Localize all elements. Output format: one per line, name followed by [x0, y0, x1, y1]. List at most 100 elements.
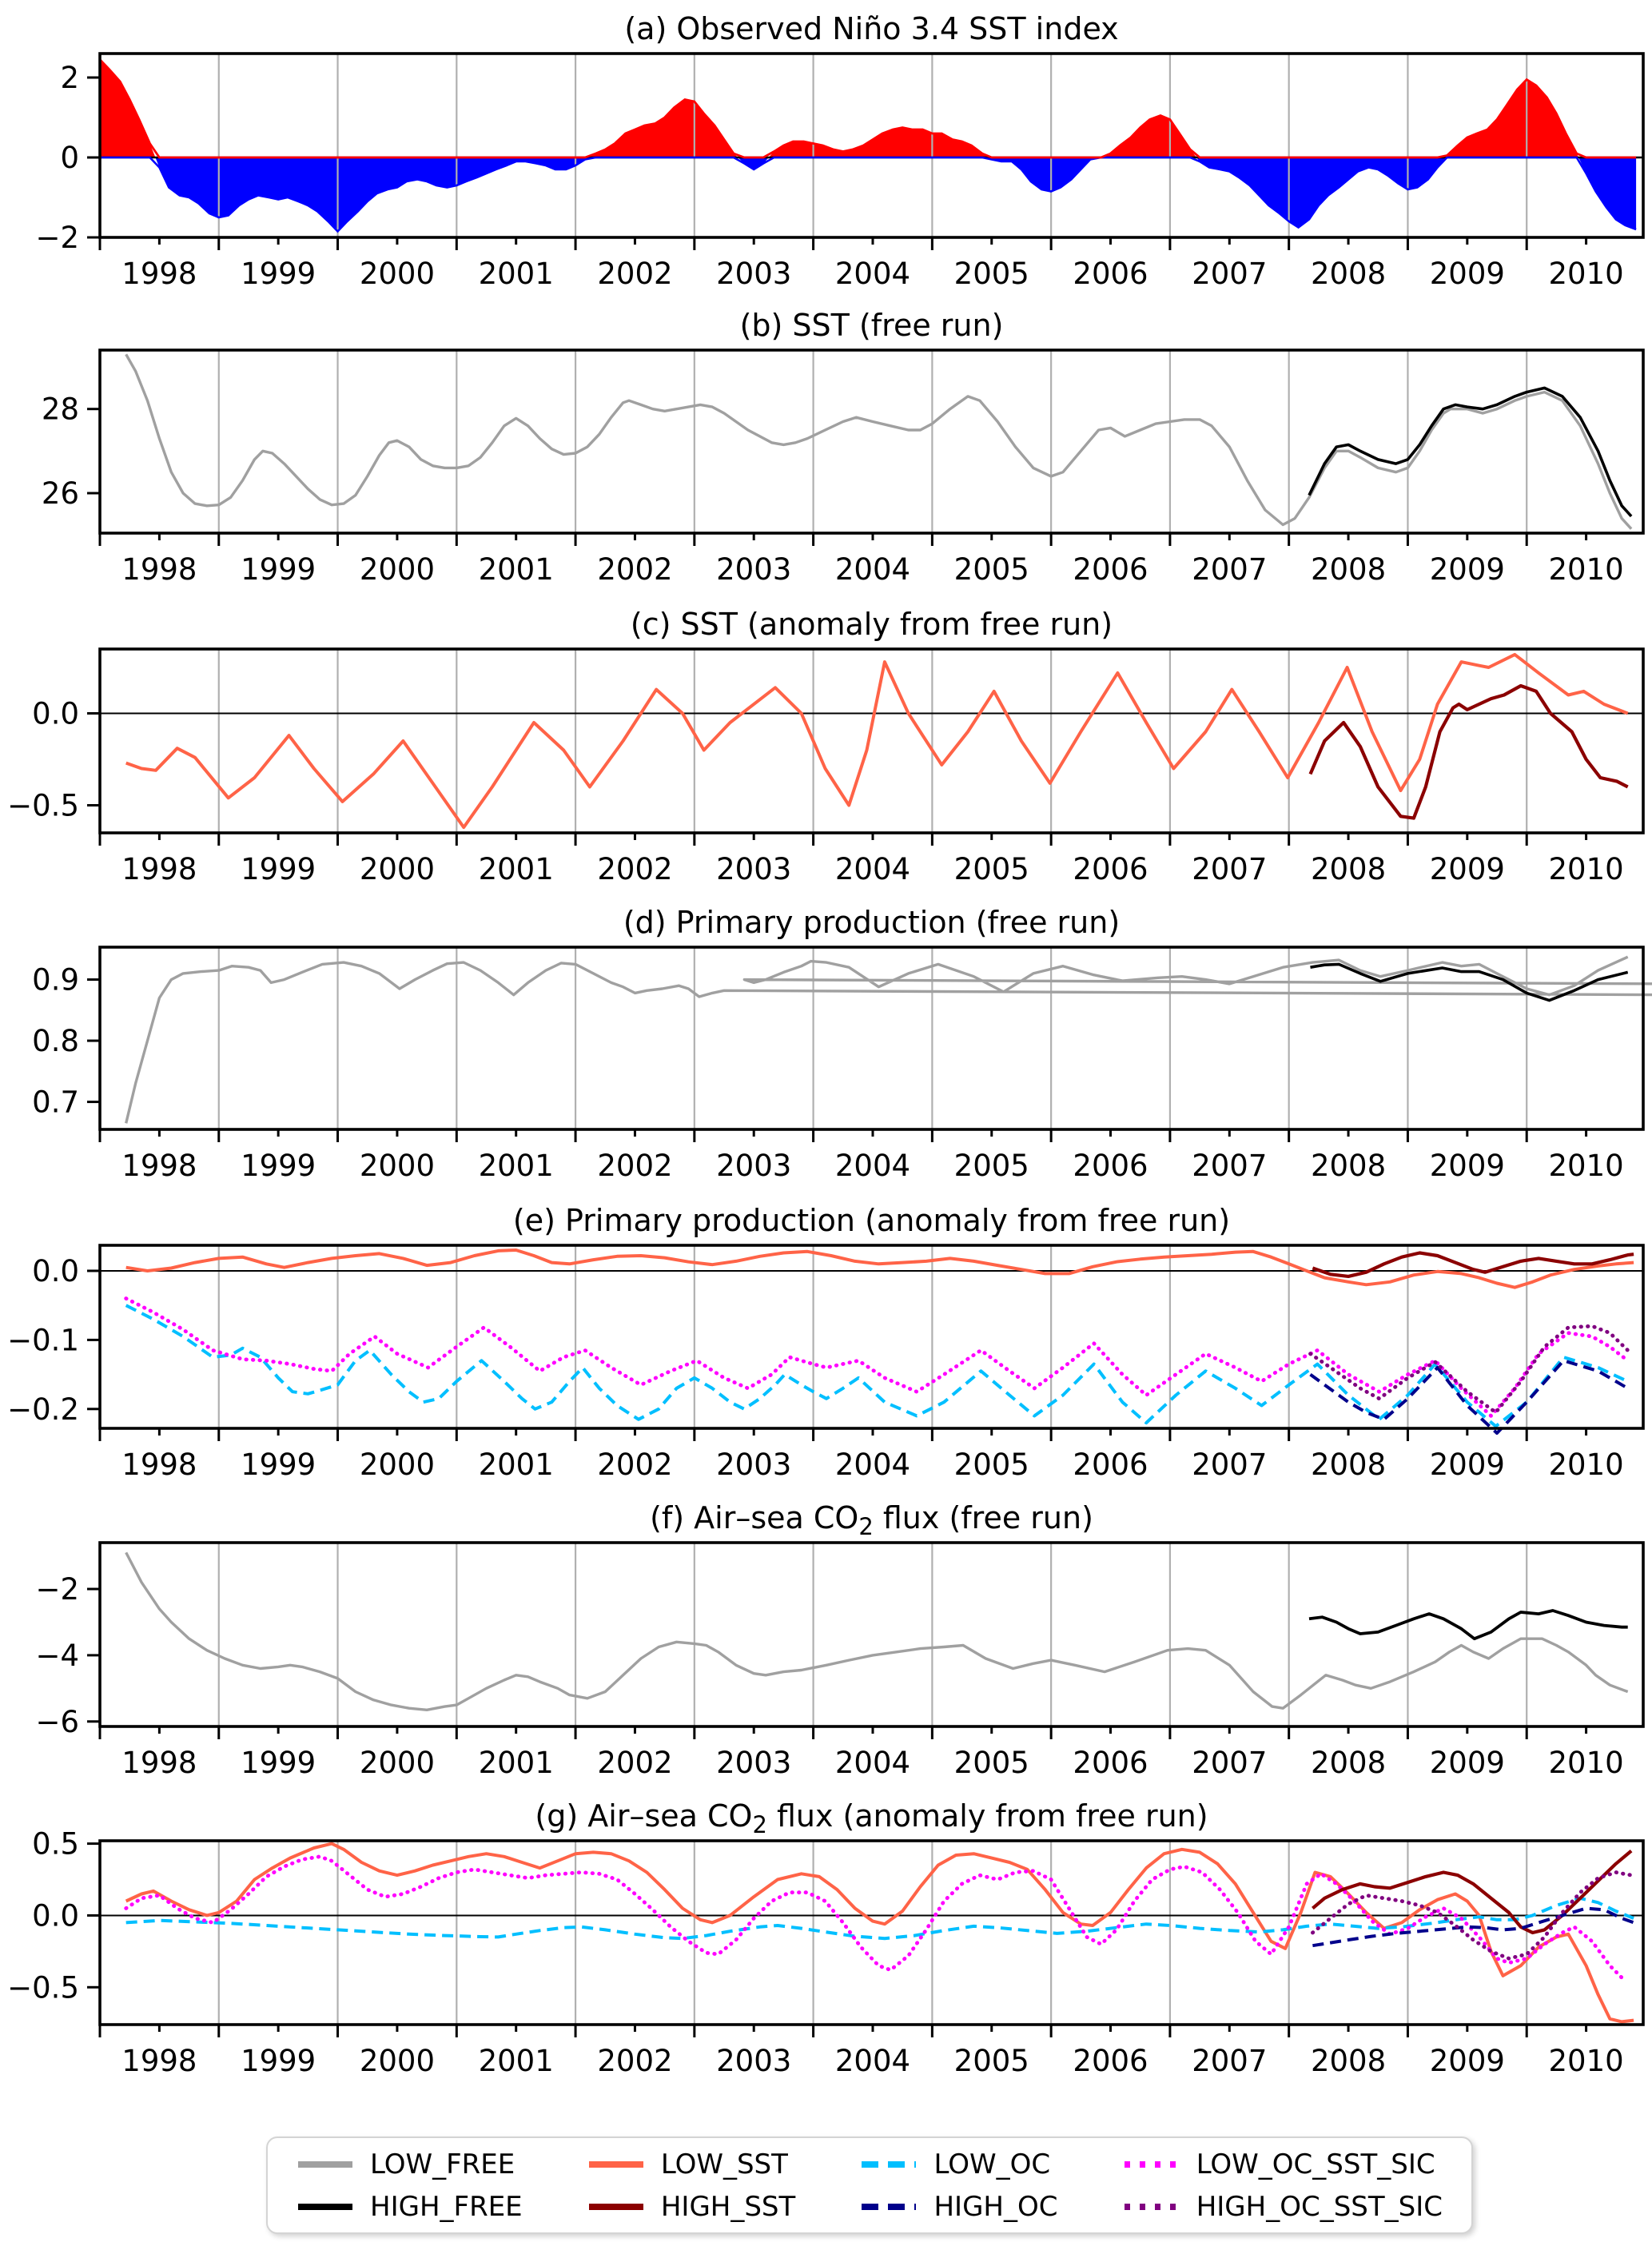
axes-frame-panel-g — [98, 1839, 1645, 2026]
x-tick-label-a-2008: 2008 — [1311, 257, 1386, 291]
gridlines-panel-g — [98, 1841, 1528, 2025]
x-tick-label-f-2000: 2000 — [360, 1746, 435, 1780]
x-tick-label-e-2004: 2004 — [835, 1448, 910, 1482]
x-axis-panel-f: 1998 1999 2000 2001 2002 2003 2004 2005 2006 2007… — [98, 1726, 1624, 1780]
x-tick-label-c-1998: 1998 — [121, 852, 197, 886]
x-tick-label-d-2009: 2009 — [1430, 1149, 1505, 1183]
x-tick-label-f-2009: 2009 — [1430, 1746, 1505, 1780]
x-axis-panel-b: 1998 1999 2000 2001 2002 2003 2004 2005 2006 2007… — [98, 533, 1624, 587]
x-tick-label-b-2007: 2007 — [1192, 552, 1267, 587]
legend-item-low-oc: LOW_OC — [860, 2148, 1057, 2180]
series-LOW_FREE-panel-b — [125, 353, 1633, 530]
series-LOW_OC_SST_SIC-panel-e — [124, 1296, 1630, 1418]
x-tick-label-d-2000: 2000 — [360, 1149, 435, 1183]
legend-sample-high-sst-line — [588, 2203, 643, 2210]
legend-label-low-oc: LOW_OC — [933, 2148, 1051, 2180]
gridlines-panel-a — [98, 54, 1528, 237]
y-tick-label-b-26: 26 — [42, 476, 79, 511]
series-HIGH_SST-panel-c — [1308, 683, 1629, 820]
x-tick-label-e-2002: 2002 — [597, 1448, 672, 1482]
x-tick-label-e-2000: 2000 — [360, 1448, 435, 1482]
panel-b-title: (b) SST (free run) — [740, 308, 1004, 343]
x-tick-label-b-2001: 2001 — [479, 552, 554, 587]
x-tick-label-b-2000: 2000 — [360, 552, 435, 587]
x-tick-label-b-2008: 2008 — [1311, 552, 1386, 587]
x-axis-panel-d: 1998 1999 2000 2001 2002 2003 2004 2005 2006 2007… — [98, 1129, 1624, 1183]
legend-box: LOW_FREE HIGH_FREE LOW_SST HIGH_SST LOW_… — [266, 2137, 1473, 2234]
series-HIGH_OC_SST_SIC-panel-e — [1308, 1324, 1630, 1415]
legend-sample-high-oc-line — [862, 2203, 917, 2210]
panel-f-title: (f) Air–sea CO2 flux (free run) — [650, 1500, 1093, 1540]
x-tick-label-f-2010: 2010 — [1549, 1746, 1624, 1780]
x-tick-label-f-2004: 2004 — [835, 1746, 910, 1780]
x-tick-label-a-2002: 2002 — [597, 257, 672, 291]
nino34-positive-edge — [98, 58, 1637, 159]
series-LOW_OC_SST_SIC-panel-g — [124, 1854, 1626, 1982]
gridlines-panel-c — [98, 649, 1528, 833]
nino34-negative-fill — [100, 157, 1637, 232]
x-tick-label-a-2001: 2001 — [479, 257, 554, 291]
x-tick-label-g-1999: 1999 — [241, 2044, 316, 2078]
x-axis-panel-a: 1998 1999 2000 2001 2002 2003 2004 2005 2006 2007… — [98, 237, 1624, 291]
x-tick-label-f-2006: 2006 — [1073, 1746, 1148, 1780]
legend-item-high-oc-sst-sic: HIGH_OC_SST_SIC — [1123, 2191, 1443, 2223]
legend-sample-high-free-line — [298, 2203, 352, 2210]
x-tick-label-d-1998: 1998 — [121, 1149, 197, 1183]
y-tick-label-g-0.0: 0.0 — [32, 1898, 79, 1933]
series-LOW_FREE-panel-f — [125, 1551, 1629, 1711]
x-tick-label-g-2007: 2007 — [1192, 2044, 1267, 2078]
legend-label-high-oc: HIGH_OC — [933, 2190, 1058, 2223]
legend-label-high-oc-sst-sic: HIGH_OC_SST_SIC — [1196, 2190, 1443, 2223]
series-HIGH_OC_SST_SIC-panel-g — [1311, 1870, 1634, 1961]
x-tick-label-g-2001: 2001 — [479, 2044, 554, 2078]
x-tick-label-d-2008: 2008 — [1311, 1149, 1386, 1183]
legend-sample-low-oc-line — [862, 2160, 917, 2168]
series-HIGH_SST-panel-g — [1312, 1849, 1633, 1935]
x-tick-label-g-2010: 2010 — [1549, 2044, 1624, 2078]
series-HIGH_OC-panel-g — [1312, 1906, 1634, 1948]
y-axis-panel-e: 0.0 −0.1 −0.2 — [7, 1254, 100, 1427]
x-tick-label-g-2005: 2005 — [954, 2044, 1029, 2078]
legend-sample-high-oc-sst-sic-line — [1124, 2203, 1179, 2210]
panel-c-title: (c) SST (anomaly from free run) — [631, 607, 1113, 642]
x-tick-label-f-2002: 2002 — [597, 1746, 672, 1780]
x-tick-label-f-2008: 2008 — [1311, 1746, 1386, 1780]
legend-label-low-free: LOW_FREE — [370, 2148, 516, 2180]
y-tick-label-e-0.0: 0.0 — [32, 1254, 79, 1288]
x-tick-label-f-2005: 2005 — [954, 1746, 1029, 1780]
legend-sample-low-oc-sst-sic-line — [1124, 2160, 1179, 2168]
gridlines-panel-e — [98, 1245, 1528, 1428]
series-LOW_SST-panel-e — [125, 1248, 1634, 1289]
legend-item-low-oc-sst-sic: LOW_OC_SST_SIC — [1123, 2148, 1443, 2180]
panel-e-title: (e) Primary production (anomaly from fre… — [513, 1203, 1230, 1238]
x-tick-label-g-2000: 2000 — [360, 2044, 435, 2078]
x-tick-label-a-2004: 2004 — [835, 257, 910, 291]
legend-item-high-sst: HIGH_SST — [587, 2191, 795, 2223]
x-tick-label-a-2003: 2003 — [716, 257, 791, 291]
x-tick-label-c-2010: 2010 — [1549, 852, 1624, 886]
x-tick-label-e-2005: 2005 — [954, 1448, 1029, 1482]
x-tick-label-b-2002: 2002 — [597, 552, 672, 587]
x-tick-label-c-2003: 2003 — [716, 852, 791, 886]
legend-item-low-sst: LOW_SST — [587, 2148, 795, 2180]
series-LOW_OC-panel-g — [125, 1896, 1634, 1941]
series-LOW_FREE-panel-d — [125, 955, 1652, 1124]
x-tick-label-c-2004: 2004 — [835, 852, 910, 886]
y-tick-label-a-0: 0 — [60, 141, 79, 175]
x-tick-label-a-2009: 2009 — [1430, 257, 1505, 291]
x-tick-label-b-2006: 2006 — [1073, 552, 1148, 587]
x-tick-label-g-2006: 2006 — [1073, 2044, 1148, 2078]
y-tick-label-c-0.0: 0.0 — [32, 697, 79, 731]
x-tick-label-f-1998: 1998 — [121, 1746, 197, 1780]
legend-label-low-sst: LOW_SST — [660, 2148, 788, 2180]
y-tick-label-e-−0.2: −0.2 — [7, 1392, 79, 1427]
x-tick-label-c-2009: 2009 — [1430, 852, 1505, 886]
series-HIGH_FREE-panel-f — [1308, 1609, 1628, 1641]
x-tick-label-g-2009: 2009 — [1430, 2044, 1505, 2078]
x-tick-label-a-1998: 1998 — [121, 257, 197, 291]
series-LOW_OC-panel-e — [125, 1304, 1629, 1428]
x-tick-label-e-2006: 2006 — [1073, 1448, 1148, 1482]
y-tick-label-f-−2: −2 — [35, 1572, 79, 1607]
